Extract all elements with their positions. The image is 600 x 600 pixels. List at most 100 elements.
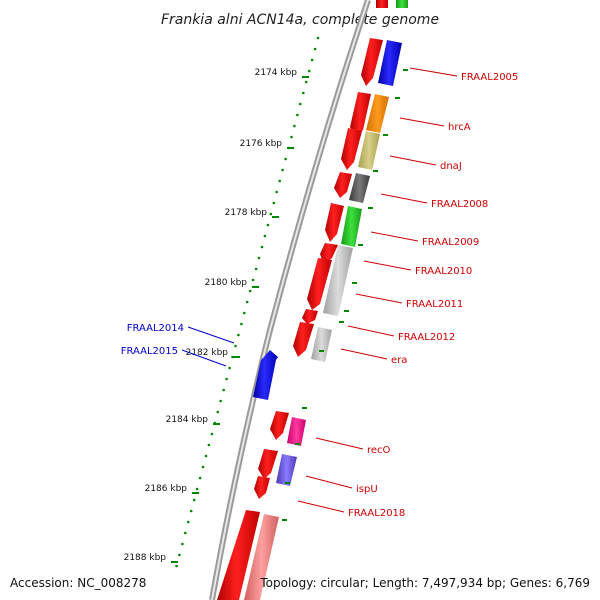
leader-line [363,260,412,271]
feature-box-dark-gray [349,173,370,203]
ruler-dot [178,553,181,557]
ruler-dot [296,113,299,117]
kbp-tick-label: 2188 kbp [124,553,167,563]
gene-partial-top-red [376,0,388,8]
leader-line [399,117,445,127]
ruler-dot [201,465,205,469]
kbp-tick-label: 2182 kbp [186,348,229,358]
kbp-tick-label: 2178 kbp [225,208,268,218]
feature-box-blue [378,40,402,86]
leader-line [355,293,403,304]
cds-arrow-reco [270,411,289,440]
gene-label-fraal2012: FRAAL2012 [398,332,455,343]
forward-cds-arrows [217,38,383,600]
leader-line [380,193,428,204]
gene-partial-top-green [396,0,408,8]
ruler-dot [257,256,261,260]
ruler-dot [316,36,320,40]
gene-label-hrca: hrcA [448,122,471,133]
ruler-dot [181,542,184,546]
kbp-tick-label: 2180 kbp [205,278,248,288]
gene-label-reco: recO [367,445,391,456]
cog-feature-boxes [244,40,402,600]
ruler-dot [240,322,243,326]
ruler-dot [293,124,296,128]
ruler-dot [237,333,240,337]
gene-label-fraal2018: FRAAL2018 [348,508,405,519]
cds-arrow-dnaj [341,128,362,170]
ruler-dot [307,69,311,73]
ruler-dot [251,278,255,282]
feature-box-purple [276,454,297,486]
ruler-dot [245,300,249,304]
ruler-dot [272,201,276,205]
ruler-dot [207,443,211,447]
leader-line [315,437,364,450]
feature-box-green [341,206,362,247]
topology-text: Topology: circular; Length: 7,497,934 bp… [259,576,590,590]
map-title: Frankia alni ACN14a, complete genome [161,12,439,28]
kbp-tick-label: 2184 kbp [166,415,209,425]
feature-box-olive [358,131,380,170]
leader-line [181,349,227,367]
feature-box-pink [287,417,306,446]
backbone-inner [211,0,369,600]
leader-line [187,326,235,344]
ruler-dot [234,344,237,348]
cds-arrow-fraal2011 [307,258,332,310]
gene-label-dnaj: dnaJ [440,161,462,172]
ruler-dot [222,388,225,392]
cds-arrow-fraal2005 [361,38,383,86]
ruler-dot [263,234,267,238]
ruler-dot [248,289,252,293]
gene-label-fraal2009: FRAAL2009 [422,237,479,248]
cds-arrow-fraal2012 [302,309,318,324]
ruler-dot [254,267,258,271]
ruler-dot [198,476,202,480]
ruler-dot [184,531,187,535]
leader-line [305,475,353,489]
ruler-dot [210,432,214,436]
feature-box-orange [366,94,389,133]
backbone-outer [209,0,371,600]
ruler-dot [266,223,270,227]
cds-arrow-hrca [350,92,371,138]
gene-label-fraal2010: FRAAL2010 [415,266,472,277]
gene-label-fraal2011: FRAAL2011 [406,299,463,310]
feature-box-gray-a [323,245,353,316]
cds-arrow-era [293,322,314,357]
ruler-dot [219,399,222,403]
leader-line [340,348,388,360]
cds-arrow-fraal2014-2015 [253,350,278,400]
ruler-dot [304,80,308,84]
gene-label-ispu: ispU [356,484,378,495]
ruler-dot [290,135,293,139]
gene-label-fraal2015: FRAAL2015 [121,346,178,357]
ruler-dot [310,58,314,62]
ruler-dot [187,520,190,524]
cds-arrow-ispu-a [258,449,278,479]
accession-text: Accession: NC_008278 [10,576,146,590]
gene-labels: FRAAL2005 hrcA dnaJ FRAAL2008 FRAAL2009 FRAAL… [121,67,518,519]
ruler-dot [260,245,264,249]
kbp-tick-label: 2174 kbp [255,68,298,78]
cds-arrow-fraal2009 [325,203,344,242]
kbp-ticks: 2174 kbp 2176 kbp 2178 kbp 2180 kbp 2182 kbp… [124,68,309,563]
cds-arrow-fraal2008 [334,172,352,198]
ruler-dot [192,498,196,502]
leader-line [347,325,395,337]
gene-label-fraal2014: FRAAL2014 [127,323,184,334]
ruler-dot [302,91,305,95]
gene-label-fraal2005: FRAAL2005 [461,72,518,83]
ruler-dot [216,410,220,414]
ruler-dot [195,487,199,491]
ruler-dot [313,47,317,51]
gene-label-fraal2008: FRAAL2008 [431,199,488,210]
ruler-dot [189,509,193,513]
ruler-dot [225,377,228,381]
ruler-dot [204,454,208,458]
cds-arrow-ispu-b [254,476,270,499]
ruler-dot [228,366,231,370]
